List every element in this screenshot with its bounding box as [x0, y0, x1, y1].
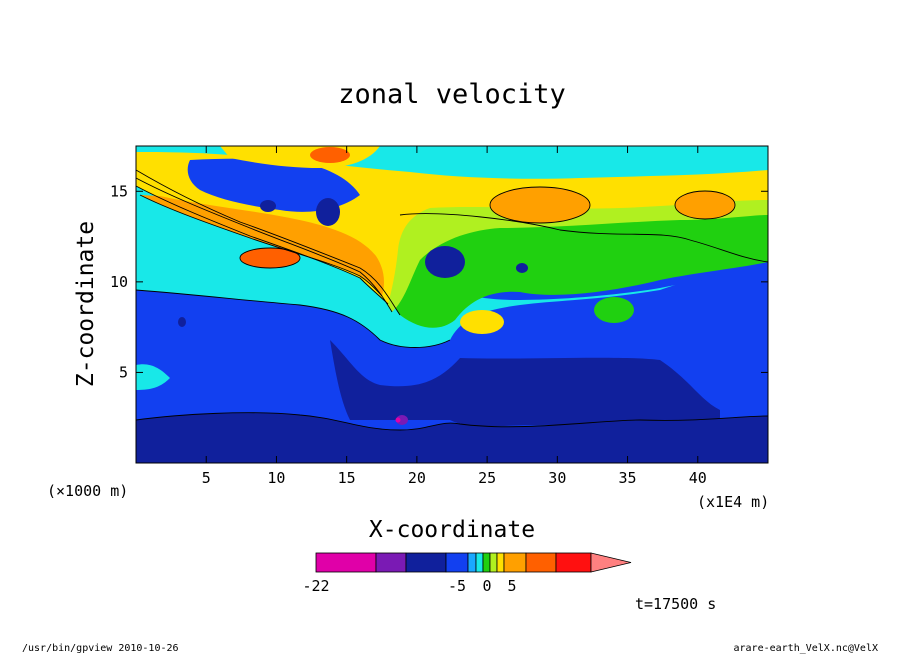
contour-lines — [136, 169, 768, 431]
x-tick-label: 25 — [478, 469, 496, 487]
y-tick-label: 5 — [119, 363, 128, 381]
x-tick-label: 20 — [408, 469, 426, 487]
x-unit-label: (×1000 m) — [47, 482, 128, 500]
colorbar-segment — [525, 552, 557, 573]
y-tick-label: 15 — [110, 182, 128, 200]
colorbar-segment — [445, 552, 469, 573]
footer-right: arare-earth_VelX.nc@VelX — [734, 643, 879, 654]
x-tick-label: 5 — [202, 469, 211, 487]
velocity-field — [136, 146, 768, 463]
colorbar-segment — [482, 552, 491, 573]
x-axis-title: X-coordinate — [369, 517, 535, 543]
colorbar-tick-label: -22 — [302, 577, 329, 595]
plot-frame — [135, 145, 769, 464]
y-axis-title: Z-coordinate — [73, 221, 99, 387]
colorbar-segment — [467, 552, 477, 573]
colorbar — [315, 552, 632, 573]
x-tick-label: 30 — [548, 469, 566, 487]
x-tick-label: 10 — [267, 469, 285, 487]
x-unit-secondary: (x1E4 m) — [697, 493, 769, 511]
colorbar-tick-label: 5 — [507, 577, 516, 595]
x-axis: 5 10 15 20 25 30 35 40 — [202, 146, 707, 487]
y-axis: 5 10 15 — [110, 182, 768, 381]
colorbar-segment — [475, 552, 484, 573]
y-tick-label: 10 — [110, 273, 128, 291]
colorbar-tick-label: 0 — [482, 577, 491, 595]
x-tick-label: 15 — [338, 469, 356, 487]
colorbar-tick-label: -5 — [448, 577, 466, 595]
colorbar-segment — [315, 552, 377, 573]
colorbar-extend-arrow — [590, 552, 632, 573]
colorbar-segment — [496, 552, 505, 573]
colorbar-segment — [375, 552, 407, 573]
colorbar-segment — [489, 552, 498, 573]
colorbar-ticks: -22 -5 0 5 — [302, 577, 516, 595]
colorbar-segment — [503, 552, 527, 573]
colorbar-segment — [405, 552, 447, 573]
colorbar-segment — [555, 552, 592, 573]
x-tick-label: 40 — [689, 469, 707, 487]
footer-left: /usr/bin/gpview 2010-10-26 — [22, 643, 179, 654]
chart-title: zonal velocity — [338, 79, 566, 110]
time-annotation: t=17500 s — [635, 595, 716, 613]
x-tick-label: 35 — [619, 469, 637, 487]
